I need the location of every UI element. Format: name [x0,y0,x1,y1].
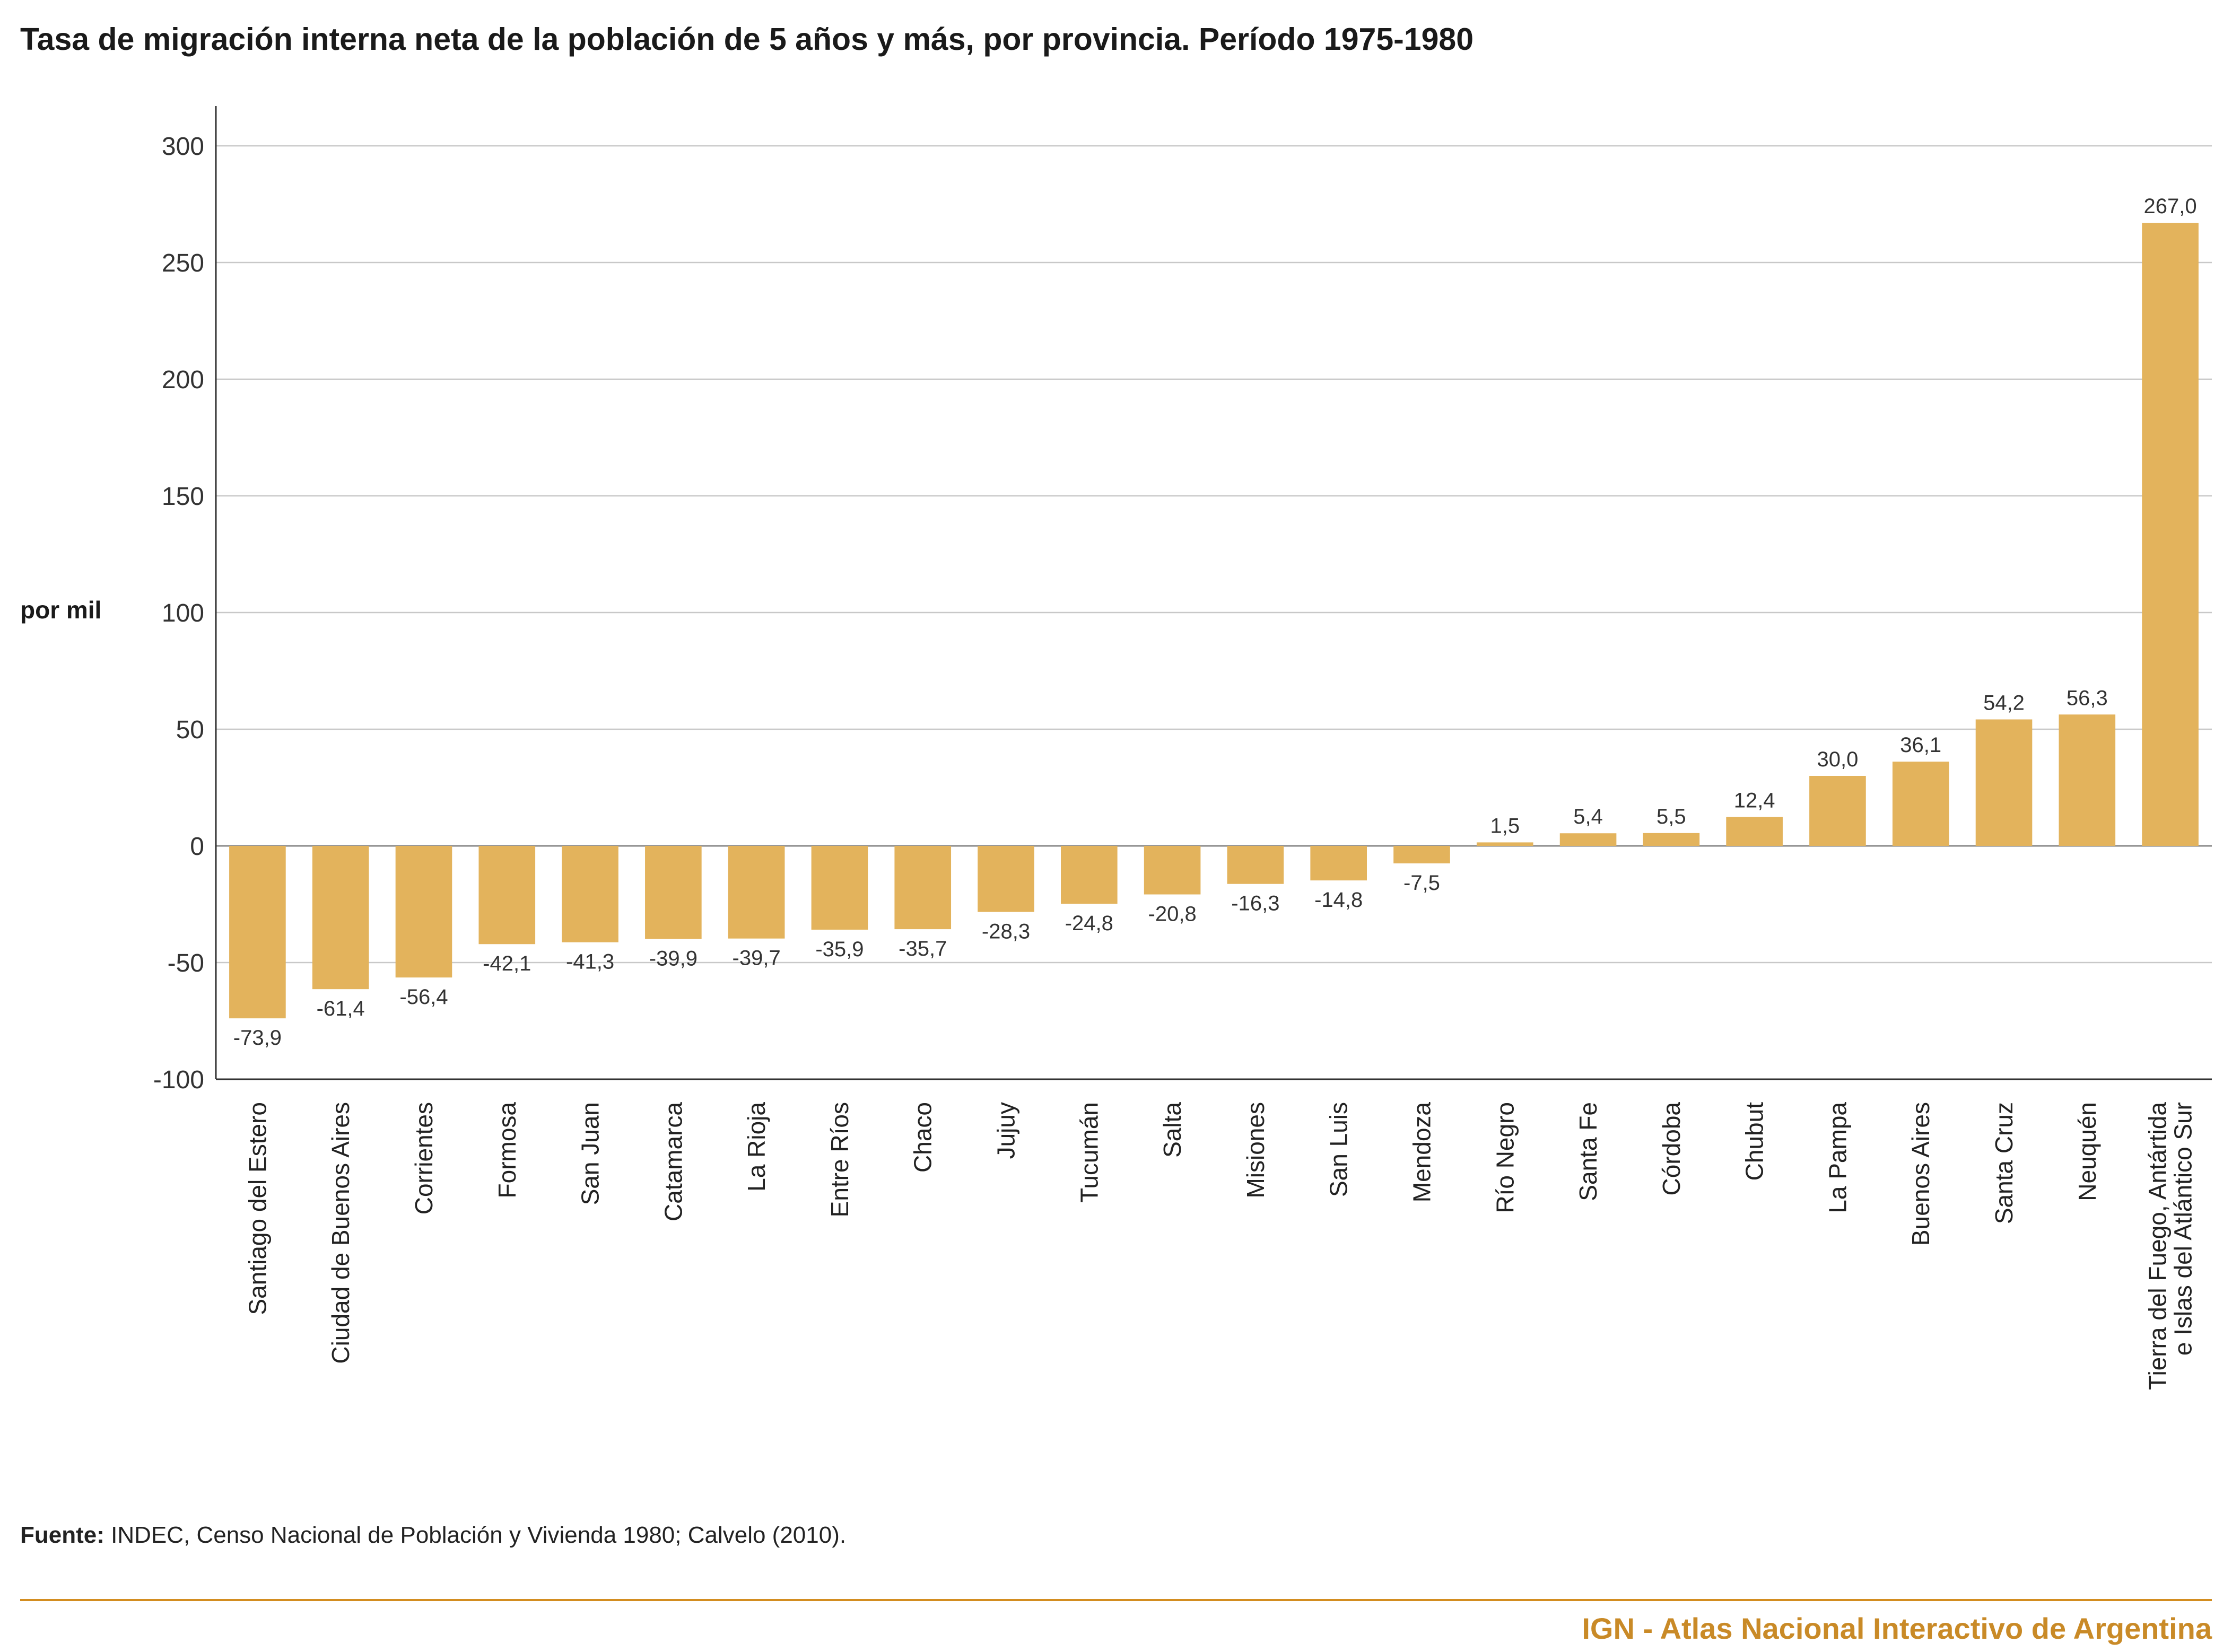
data-label: 54,2 [1983,692,2025,715]
y-tick-label: -100 [153,1066,204,1094]
bar [2059,714,2116,846]
x-tick-label: Neuquén [2073,1102,2101,1201]
bar [894,846,952,930]
x-tick-label: La Rioja [743,1102,770,1192]
bar [312,846,369,990]
bar [1227,846,1284,884]
y-tick-label: 150 [162,483,204,511]
data-label: -35,9 [815,938,864,961]
data-label: 1,5 [1490,814,1520,837]
y-tick-label: 250 [162,249,204,277]
x-tick-label: San Luis [1325,1102,1353,1197]
bar [478,846,536,945]
data-label: -7,5 [1403,871,1440,895]
data-label: -41,3 [566,950,614,974]
x-tick-label: Santiago del Estero [243,1102,271,1315]
y-tick-label: 200 [162,366,204,394]
bar [1643,833,1700,846]
bar [1144,846,1201,895]
x-tick-label: Tucumán [1075,1102,1103,1203]
x-tick-label: Tierra del Fuego, Antártida [2144,1102,2172,1390]
chart-title: Tasa de migración interna neta de la pob… [20,22,1474,57]
source-text: INDEC, Censo Nacional de Población y Viv… [104,1522,847,1548]
bar [1559,833,1617,846]
data-label: 5,4 [1573,805,1603,828]
data-label: -61,4 [317,997,365,1020]
y-tick-label: 100 [162,599,204,627]
bar [395,846,452,978]
bar [728,846,785,939]
x-tick-label: La Pampa [1824,1102,1851,1213]
data-label: -39,9 [649,947,698,971]
bars [229,223,2199,1019]
axes [215,106,2212,1080]
y-tick-label: 300 [162,133,204,161]
data-label: -14,8 [1314,888,1363,912]
data-label: 12,4 [1734,789,1775,812]
data-label: 56,3 [2067,686,2108,710]
x-tick-label: Salta [1158,1102,1186,1158]
bar [811,846,868,930]
footer-brand: IGN - Atlas Nacional Interactivo de Arge… [1582,1612,2212,1645]
y-axis-label: por mil [20,596,101,624]
data-label: -39,7 [733,947,781,970]
x-tick-label: Corrientes [410,1102,438,1214]
y-tick-label: 0 [190,833,204,861]
data-label: 267,0 [2144,195,2197,218]
data-label: -24,8 [1065,912,1113,935]
x-tick-label: e Islas del Atlántico Sur [2169,1102,2197,1356]
x-tick-label: San Juan [577,1102,604,1205]
data-label: -42,1 [483,952,531,975]
bar [562,846,618,942]
bar [1726,817,1783,846]
x-tick-label: Chaco [909,1102,937,1173]
data-label: -20,8 [1148,903,1197,926]
data-label: -56,4 [399,985,448,1009]
bar [645,846,702,939]
x-tick-label: Entre Ríos [826,1102,853,1217]
x-tick-label: Catamarca [659,1102,687,1221]
bar [978,846,1034,912]
x-tick-label: Buenos Aires [1907,1102,1934,1246]
x-tick-label: Río Negro [1491,1102,1519,1213]
bar [1476,842,1533,846]
labels: 300 250 200 150 100 50 0 -50 -100 -73,9 Santiago d… [153,133,2197,1390]
x-tick-label: Formosa [493,1102,521,1199]
x-tick-label: Jujuy [992,1102,1020,1159]
y-tick-label: 50 [176,716,204,744]
data-label: 36,1 [1900,733,1941,757]
data-label: 5,5 [1656,805,1686,828]
x-tick-label: Santa Cruz [1990,1102,2018,1224]
y-tick-label: -50 [168,949,204,977]
x-tick-label: Córdoba [1658,1102,1685,1196]
source-line: Fuente: INDEC, Censo Nacional de Poblaci… [20,1522,846,1549]
data-label: -73,9 [233,1026,282,1050]
bar [1892,762,1949,846]
bar [2142,223,2199,846]
x-tick-label: Santa Fe [1574,1102,1602,1201]
source-label: Fuente: [20,1522,104,1548]
data-label: 30,0 [1817,748,1859,771]
x-tick-label: Chubut [1741,1102,1768,1181]
bar [229,846,286,1019]
bar [1310,846,1367,881]
bar [1061,846,1118,904]
data-label: -28,3 [982,920,1030,943]
data-label: -16,3 [1231,892,1279,915]
x-tick-label: Ciudad de Buenos Aires [327,1102,354,1364]
data-label: -35,7 [899,937,947,960]
x-tick-label: Misiones [1242,1102,1269,1199]
bar [1975,719,2033,846]
x-tick-label: Mendoza [1408,1102,1435,1203]
bar [1393,846,1450,863]
bar [1809,776,1866,846]
footer-divider [20,1599,2212,1601]
